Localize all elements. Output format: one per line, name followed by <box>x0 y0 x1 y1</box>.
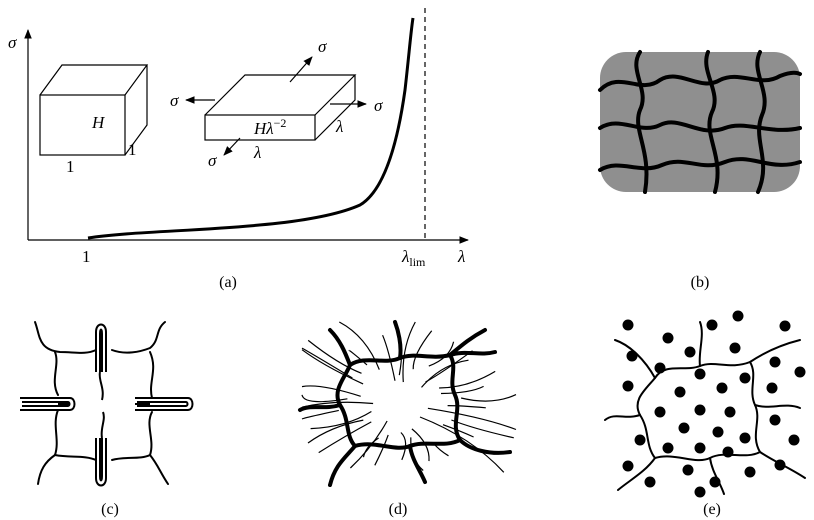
chain-segment <box>448 406 486 408</box>
filler-particle <box>740 373 751 384</box>
x-start-label: 1 <box>82 247 91 266</box>
chain-segment <box>403 322 415 382</box>
filler-particle <box>717 383 728 394</box>
filler-particle <box>707 320 718 331</box>
cube-width-label: 1 <box>66 157 75 176</box>
filler-particle <box>780 321 791 332</box>
figure: σ λ 1 λlim H 1 1 σ σ σ σ Hλ−2 λ λ (a <box>0 0 814 520</box>
cube-height-label: H <box>91 113 106 132</box>
filler-particle <box>635 435 646 446</box>
filler-particle <box>663 443 674 454</box>
filler-particle <box>767 383 778 394</box>
filler-particle <box>683 465 694 476</box>
chain-segment <box>319 422 372 453</box>
filler-particle <box>770 415 781 426</box>
slab: σ σ σ σ Hλ−2 λ λ <box>170 37 383 170</box>
filler-particle <box>695 487 706 498</box>
filler-particle <box>733 311 744 322</box>
thickness-label: Hλ−2 <box>253 116 286 138</box>
width-label: λ <box>335 117 343 136</box>
caption: (c) <box>101 501 119 518</box>
filler-particle <box>725 407 736 418</box>
panel-c: (c) <box>20 322 193 518</box>
filler-particle <box>740 433 751 444</box>
cube-depth-label: 1 <box>128 140 137 159</box>
chain-segment <box>302 395 347 402</box>
chain-segment <box>302 410 339 419</box>
caption: (b) <box>691 274 710 291</box>
stress-curve <box>88 18 413 238</box>
filler-particle <box>695 443 706 454</box>
filler-particle <box>695 369 706 380</box>
chain-segment <box>451 420 513 438</box>
depth-label: λ <box>253 143 261 162</box>
filler-particle <box>775 460 786 471</box>
chain-segment <box>364 438 379 457</box>
filler-particle <box>623 461 634 472</box>
stress-label: σ <box>170 91 179 110</box>
filler-particle <box>679 423 690 434</box>
filler-particle <box>623 381 634 392</box>
filler-particle <box>789 435 800 446</box>
filler-particle <box>623 320 634 331</box>
caption: (e) <box>703 501 721 518</box>
panel-d: (d) <box>300 322 516 518</box>
filler-particle <box>745 467 756 478</box>
panel-b: (b) <box>600 52 800 291</box>
filler-particle <box>795 367 806 378</box>
caption: (d) <box>389 501 408 518</box>
filler-particle <box>695 405 706 416</box>
chain-segment <box>302 350 363 384</box>
chain-segment <box>413 331 432 369</box>
x-axis-label: λ <box>457 247 465 266</box>
panel-a: σ λ 1 λlim H 1 1 σ σ σ σ Hλ−2 λ λ (a <box>8 8 468 291</box>
cube: H 1 1 <box>40 65 147 176</box>
filler-particle <box>770 357 781 368</box>
filler-particle <box>655 363 666 374</box>
limit-label: λlim <box>401 247 426 269</box>
panel-e: (e) <box>605 311 806 519</box>
stress-label: σ <box>318 37 327 56</box>
chain-segment <box>422 360 469 387</box>
filler-particle <box>723 447 734 458</box>
filler-particle <box>710 477 721 488</box>
filler-particle <box>675 387 686 398</box>
filler-particle <box>713 427 724 438</box>
filler-particle <box>655 407 666 418</box>
chain-segment <box>461 395 516 402</box>
caption: (a) <box>219 274 237 291</box>
filler-particle <box>730 343 741 354</box>
chain-segment <box>302 386 361 396</box>
stress-label: σ <box>374 96 383 115</box>
chain-segment <box>439 371 495 388</box>
filler-particle <box>663 333 674 344</box>
filler-particle <box>627 351 638 362</box>
filler-particle <box>645 477 656 488</box>
stress-label: σ <box>208 151 217 170</box>
filler-particle <box>685 347 696 358</box>
y-axis-label: σ <box>8 33 17 52</box>
